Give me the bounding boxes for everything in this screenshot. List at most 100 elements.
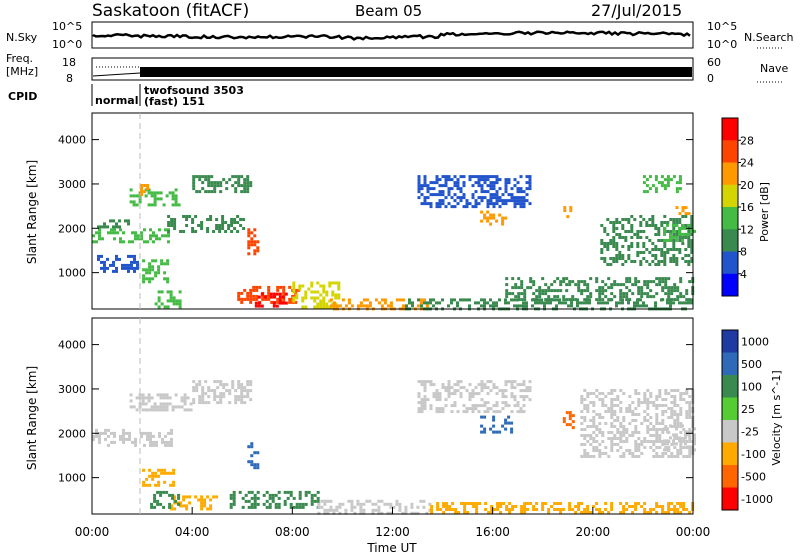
range-cell (148, 408, 151, 411)
range-cell (110, 441, 113, 444)
range-cell (660, 260, 663, 263)
range-cell (162, 491, 165, 494)
range-cell (655, 431, 658, 434)
range-cell (481, 383, 484, 386)
range-cell (601, 392, 604, 395)
range-cell (305, 494, 308, 497)
range-cell (651, 248, 654, 251)
range-cell (133, 200, 136, 203)
range-cell (520, 286, 523, 289)
range-cell (502, 389, 505, 392)
range-cell (661, 410, 664, 413)
range-cell (670, 395, 673, 398)
range-cell (337, 297, 340, 300)
range-cell (139, 405, 142, 408)
range-cell (493, 410, 496, 413)
range-cell (643, 190, 646, 193)
range-cell (209, 215, 212, 218)
range-cell (478, 383, 481, 386)
range-cell (463, 175, 466, 178)
range-cell (170, 296, 173, 299)
range-cell (469, 202, 472, 205)
range-cell (290, 503, 293, 506)
range-cell (657, 248, 660, 251)
range-cell (487, 401, 490, 404)
range-cell (649, 401, 652, 404)
range-cell (344, 509, 347, 512)
range-cell (451, 187, 454, 190)
range-cell (669, 233, 672, 236)
range-cell (514, 395, 517, 398)
range-cell (661, 508, 664, 511)
range-cell (398, 509, 401, 512)
range-cell (113, 237, 116, 240)
range-cell (230, 224, 233, 227)
range-cell (204, 392, 207, 395)
range-cell (487, 392, 490, 395)
range-cell (631, 431, 634, 434)
range-cell (212, 495, 215, 498)
range-cell (624, 230, 627, 233)
range-cell (655, 440, 658, 443)
range-cell (685, 392, 688, 395)
range-cell (492, 304, 495, 307)
range-cell (157, 475, 160, 478)
range-cell (314, 500, 317, 503)
range-cell (679, 187, 682, 190)
range-cell (642, 301, 645, 304)
range-cell (219, 380, 222, 383)
range-cell (490, 389, 493, 392)
range-cell (595, 425, 598, 428)
range-cell (336, 304, 339, 307)
range-cell (478, 175, 481, 178)
range-cell (601, 289, 604, 292)
range-cell (520, 292, 523, 295)
range-cell (601, 404, 604, 407)
range-cell (279, 296, 282, 299)
range-cell (374, 503, 377, 506)
range-cell (484, 401, 487, 404)
range-cell (630, 230, 633, 233)
range-cell (520, 298, 523, 301)
range-cell (478, 404, 481, 407)
range-cell (242, 227, 245, 230)
range-cell (658, 434, 661, 437)
freq-trace (140, 67, 692, 77)
range-cell (167, 221, 170, 224)
range-cell (426, 301, 429, 304)
range-cell (151, 194, 154, 197)
range-cell (148, 271, 151, 274)
range-cell (609, 257, 612, 260)
range-cell (601, 286, 604, 289)
range-cell (610, 292, 613, 295)
range-cell (566, 411, 569, 414)
range-cell (398, 506, 401, 509)
range-cell (685, 298, 688, 301)
range-cell (675, 263, 678, 266)
range-cell (95, 231, 98, 234)
range-cell (490, 175, 493, 178)
range-cell (433, 181, 436, 184)
range-cell (642, 218, 645, 221)
colorbar-tick-label: 100 (741, 380, 762, 393)
range-cell (633, 233, 636, 236)
range-cell (569, 414, 572, 417)
range-cell (115, 270, 118, 273)
range-cell (140, 190, 143, 193)
range-cell (284, 503, 287, 506)
range-cell (256, 463, 259, 466)
range-cell (233, 227, 236, 230)
range-cell (592, 419, 595, 422)
range-cell (328, 282, 331, 285)
range-cell (408, 301, 411, 304)
range-cell (687, 254, 690, 257)
range-cell (646, 184, 649, 187)
range-cell (676, 295, 679, 298)
range-cell (369, 301, 372, 304)
range-cell (457, 389, 460, 392)
range-cell (142, 274, 145, 277)
range-cell (580, 280, 583, 283)
range-cell (655, 505, 658, 508)
range-cell (145, 484, 148, 487)
range-cell (643, 416, 646, 419)
